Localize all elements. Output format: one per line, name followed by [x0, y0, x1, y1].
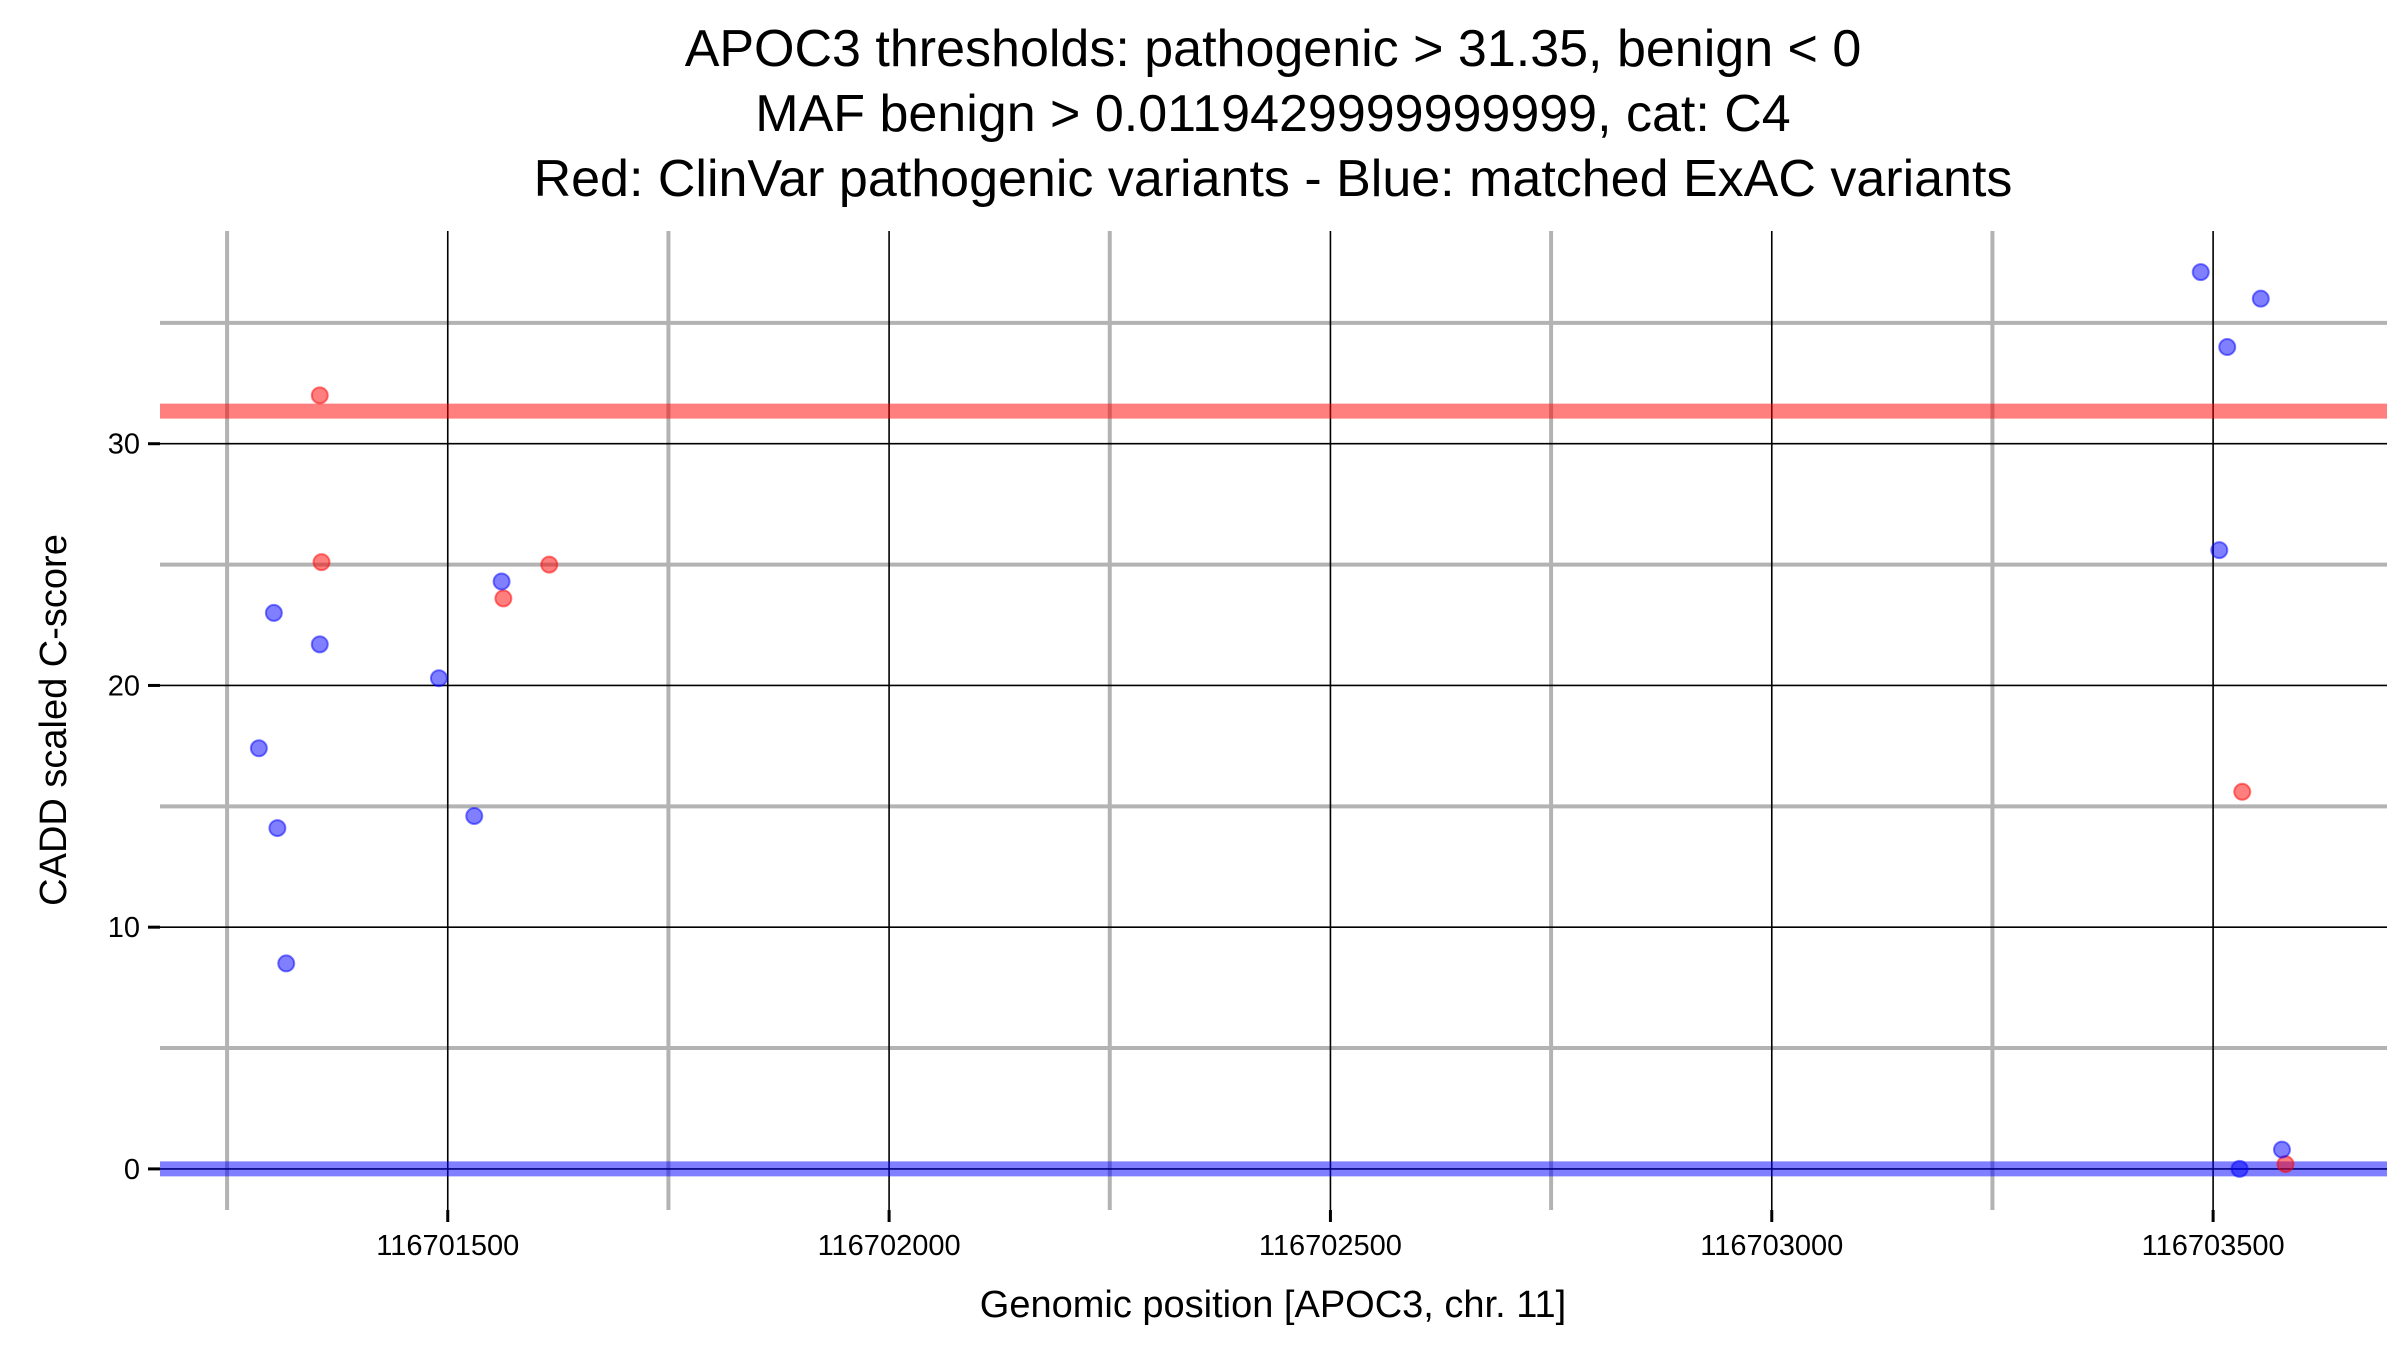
y-axis-label: CADD scaled C-score — [33, 534, 75, 906]
exac-point — [264, 603, 283, 622]
y-tick-label: 20 — [108, 670, 140, 702]
chart-title: APOC3 thresholds: pathogenic > 31.35, be… — [534, 20, 2013, 208]
x-axis-label: Genomic position [APOC3, chr. 11] — [980, 1284, 1566, 1326]
exac-point — [268, 819, 287, 838]
exac-point — [249, 739, 268, 758]
grid — [160, 231, 2387, 1210]
clinvar-point — [494, 589, 513, 608]
y-tick-label: 0 — [124, 1154, 140, 1186]
x-tick-label: 116703000 — [1700, 1230, 1843, 1262]
x-tick-label: 116702000 — [818, 1230, 961, 1262]
x-tick-label: 116701500 — [376, 1230, 519, 1262]
exac-point — [429, 669, 448, 688]
clinvar-point — [2276, 1155, 2295, 1174]
title-line-3: Red: ClinVar pathogenic variants - Blue:… — [534, 150, 2013, 208]
y-tick-label: 30 — [108, 429, 140, 461]
clinvar-point — [310, 386, 329, 405]
axis-ticks: 0 10 20 30 116701500 116702000 116702500 116703… — [108, 429, 2285, 1262]
exac-point — [492, 572, 511, 591]
exac-point — [310, 635, 329, 654]
title-line-2: MAF benign > 0.0119429999999999, cat: C4 — [755, 85, 1790, 143]
clinvar-point — [540, 555, 559, 574]
x-tick-label: 116703500 — [2142, 1230, 2285, 1262]
threshold-lines — [160, 403, 2387, 1177]
exac-point — [2272, 1140, 2291, 1159]
exac-point — [277, 954, 296, 973]
exac-point — [2230, 1159, 2249, 1178]
x-tick-label: 116702500 — [1259, 1230, 1402, 1262]
exac-point — [2191, 263, 2210, 282]
exac-point — [465, 806, 484, 825]
y-tick-label: 10 — [108, 912, 140, 944]
title-line-1: APOC3 thresholds: pathogenic > 31.35, be… — [685, 20, 1862, 78]
exac-point — [2218, 338, 2237, 357]
data-points — [249, 263, 2295, 1178]
exac-point — [2251, 289, 2270, 308]
clinvar-point — [312, 553, 331, 572]
clinvar-point — [2233, 782, 2252, 801]
exac-point — [2210, 541, 2229, 560]
